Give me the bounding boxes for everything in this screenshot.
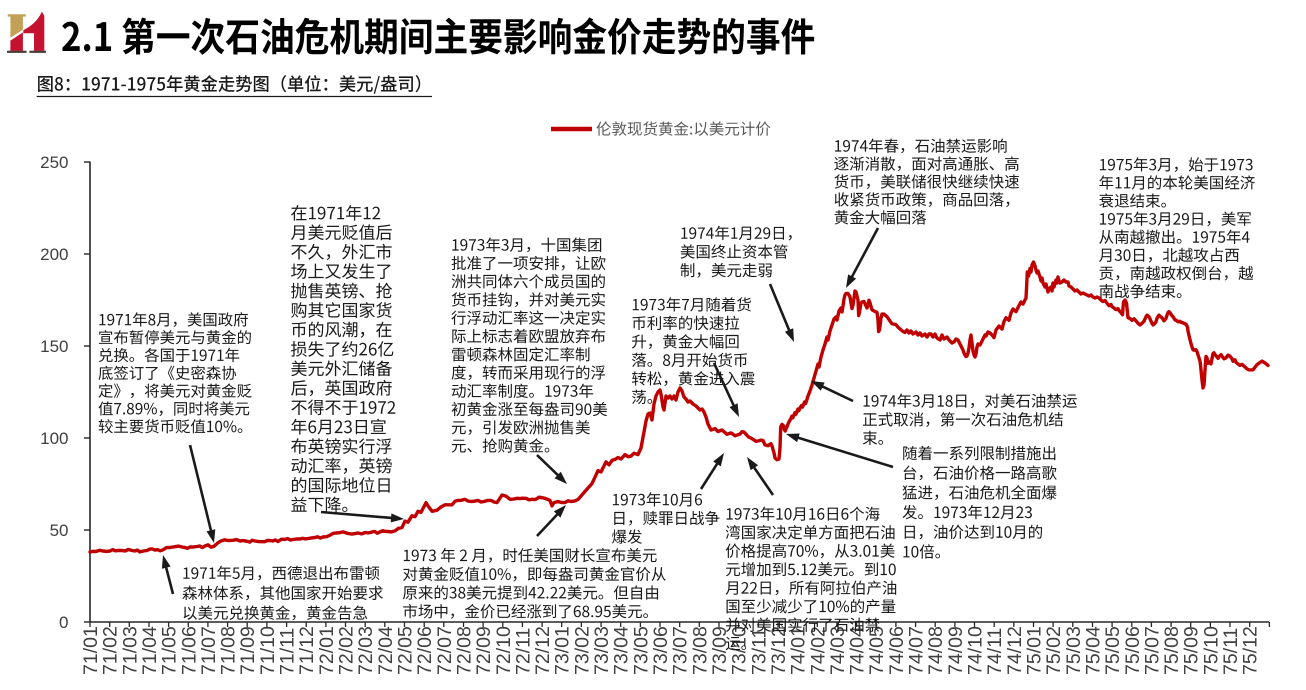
svg-text:75/08: 75/08 — [1161, 626, 1183, 675]
svg-text:74/10: 74/10 — [965, 626, 987, 675]
svg-text:74/08: 74/08 — [925, 626, 947, 675]
svg-text:74/07: 74/07 — [906, 626, 928, 675]
svg-text:71/10: 71/10 — [257, 626, 279, 675]
svg-text:75/02: 75/02 — [1043, 626, 1065, 675]
svg-text:74/12: 74/12 — [1004, 626, 1026, 675]
svg-text:72/09: 72/09 — [473, 626, 495, 675]
svg-text:71/07: 71/07 — [198, 626, 220, 675]
svg-text:73/12: 73/12 — [768, 626, 790, 675]
svg-text:71/03: 71/03 — [119, 626, 141, 675]
svg-text:74/02: 74/02 — [807, 626, 829, 675]
svg-text:72/05: 72/05 — [395, 626, 417, 675]
svg-text:73/08: 73/08 — [689, 626, 711, 675]
svg-text:73/10: 73/10 — [729, 626, 751, 675]
svg-text:50: 50 — [50, 521, 69, 540]
svg-text:73/07: 73/07 — [670, 626, 692, 675]
svg-text:71/02: 71/02 — [100, 626, 122, 675]
svg-text:72/07: 72/07 — [434, 626, 456, 675]
svg-text:0: 0 — [59, 613, 68, 632]
svg-text:74/06: 74/06 — [886, 626, 908, 675]
svg-text:71/12: 71/12 — [296, 626, 318, 675]
svg-text:73/01: 73/01 — [552, 626, 574, 675]
svg-text:71/05: 71/05 — [159, 626, 181, 675]
svg-text:72/03: 72/03 — [355, 626, 377, 675]
svg-text:75/11: 75/11 — [1220, 628, 1242, 675]
svg-text:71/08: 71/08 — [218, 626, 240, 675]
svg-text:73/11: 73/11 — [748, 628, 770, 675]
svg-text:200: 200 — [40, 245, 68, 264]
svg-text:75/09: 75/09 — [1181, 626, 1203, 675]
svg-text:74/11: 74/11 — [984, 628, 1006, 675]
svg-text:72/12: 72/12 — [532, 626, 554, 675]
svg-text:72/02: 72/02 — [336, 626, 358, 675]
svg-text:71/11: 71/11 — [277, 628, 299, 675]
svg-text:73/05: 73/05 — [630, 626, 652, 675]
svg-text:74/05: 74/05 — [866, 626, 888, 675]
svg-text:73/06: 73/06 — [650, 626, 672, 675]
svg-text:71/01: 71/01 — [80, 626, 102, 675]
svg-text:75/03: 75/03 — [1063, 626, 1085, 675]
svg-text:72/10: 72/10 — [493, 626, 515, 675]
svg-text:72/08: 72/08 — [454, 626, 476, 675]
svg-text:72/11: 72/11 — [512, 628, 534, 675]
svg-text:74/09: 74/09 — [945, 626, 967, 675]
svg-text:71/04: 71/04 — [139, 626, 161, 675]
svg-text:73/04: 73/04 — [611, 626, 633, 675]
svg-text:73/02: 73/02 — [571, 626, 593, 675]
svg-text:74/03: 74/03 — [827, 626, 849, 675]
svg-text:75/01: 75/01 — [1024, 626, 1046, 675]
svg-text:150: 150 — [40, 337, 68, 356]
svg-text:75/12: 75/12 — [1240, 626, 1262, 675]
svg-text:75/04: 75/04 — [1083, 626, 1105, 675]
svg-text:74/04: 74/04 — [847, 626, 869, 675]
svg-text:71/06: 71/06 — [178, 626, 200, 675]
svg-text:75/05: 75/05 — [1102, 626, 1124, 675]
svg-text:72/06: 72/06 — [414, 626, 436, 675]
svg-text:75/07: 75/07 — [1141, 626, 1163, 675]
svg-text:71/09: 71/09 — [237, 626, 259, 675]
svg-text:75/10: 75/10 — [1200, 626, 1222, 675]
svg-text:74/01: 74/01 — [788, 626, 810, 675]
svg-text:72/04: 72/04 — [375, 626, 397, 675]
svg-text:73/03: 73/03 — [591, 626, 613, 675]
svg-text:75/06: 75/06 — [1122, 626, 1144, 675]
svg-text:73/09: 73/09 — [709, 626, 731, 675]
svg-text:250: 250 — [40, 153, 68, 172]
svg-text:72/01: 72/01 — [316, 626, 338, 675]
svg-text:100: 100 — [40, 429, 68, 448]
